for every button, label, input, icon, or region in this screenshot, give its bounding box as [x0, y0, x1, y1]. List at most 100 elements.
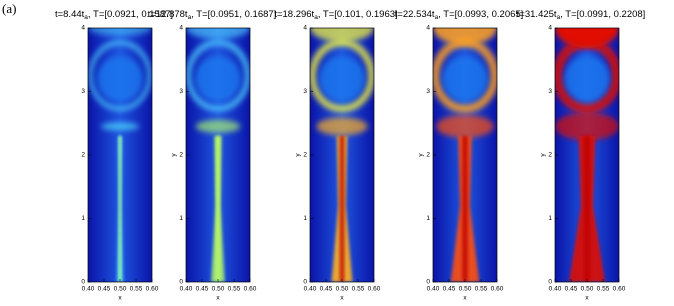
x-tick-label: 0.45 — [565, 286, 578, 293]
title-part: t=8.44t — [55, 9, 85, 20]
x-tick-label: 0.50 — [114, 286, 127, 293]
bubble-core — [318, 55, 366, 102]
heat-band — [436, 114, 494, 138]
y-tick-label: 4 — [303, 25, 307, 32]
x-tick-label: 0.60 — [146, 286, 159, 293]
y-tick-label: 0 — [548, 279, 552, 286]
panel-label: (a) — [2, 1, 16, 16]
x-tick-label: 0.45 — [443, 286, 456, 293]
x-tick-label: 0.45 — [196, 286, 209, 293]
heat-cap — [88, 28, 152, 36]
x-tick-label: 0.55 — [475, 286, 488, 293]
x-tick-label: 0.40 — [549, 286, 562, 293]
heat-cap — [310, 28, 374, 42]
y-tick-label: 1 — [303, 215, 307, 222]
panel-title: t=8.44ta, T=[0.0921, 0.1587] — [55, 9, 173, 21]
x-axis-label: x — [585, 295, 589, 302]
y-tick-label: 3 — [81, 88, 85, 95]
x-axis-label: x — [216, 295, 220, 302]
x-tick-label: 0.40 — [427, 286, 440, 293]
x-axis-label: x — [340, 295, 344, 302]
x-tick-label: 0.60 — [491, 286, 504, 293]
heat-stem-core — [216, 135, 220, 282]
bubble-core — [441, 55, 489, 102]
x-tick-label: 0.45 — [98, 286, 111, 293]
heat-cap — [186, 28, 250, 39]
heat-ring — [310, 39, 374, 113]
x-tick-label: 0.55 — [597, 286, 610, 293]
x-tick-label: 0.60 — [368, 286, 381, 293]
panel-title: t=22.534ta, T=[0.0993, 0.2065] — [395, 9, 524, 21]
x-tick-label: 0.50 — [336, 286, 349, 293]
x-tick-label: 0.50 — [581, 286, 594, 293]
heatmap — [555, 28, 619, 282]
heat-cap — [555, 28, 619, 48]
title-part: a — [188, 14, 192, 21]
heatmap — [88, 28, 152, 282]
x-axis-label: x — [463, 295, 467, 302]
x-tick-label: 0.55 — [228, 286, 241, 293]
y-tick-label: 0 — [81, 279, 85, 286]
x-tick-label: 0.60 — [613, 286, 626, 293]
title-part: t=22.534t — [395, 9, 435, 20]
heat-cap — [433, 28, 497, 45]
y-tick-label: 3 — [179, 88, 183, 95]
title-part: , T=[0.0951, 0.1687] — [191, 9, 276, 20]
x-tick-label: 0.50 — [459, 286, 472, 293]
y-tick-label: 2 — [179, 152, 183, 159]
heat-ring — [186, 39, 250, 112]
title-part: , T=[0.0991, 0.2208] — [560, 9, 645, 20]
y-tick-label: 2 — [426, 152, 430, 159]
title-part: t=12.878t — [148, 9, 188, 20]
title-part: a — [84, 14, 88, 21]
x-tick-label: 0.40 — [180, 286, 193, 293]
y-tick-label: 2 — [548, 152, 552, 159]
y-tick-label: 4 — [81, 25, 85, 32]
x-tick-label: 0.60 — [244, 286, 257, 293]
title-part: a — [314, 14, 318, 21]
title-part: , T=[0.101, 0.1963] — [318, 9, 398, 20]
heat-stem-core — [462, 135, 468, 282]
title-part: a — [557, 14, 561, 21]
x-tick-label: 0.55 — [130, 286, 143, 293]
y-tick-label: 3 — [548, 88, 552, 95]
bubble-core — [96, 55, 144, 102]
y-tick-label: 1 — [548, 215, 552, 222]
y-tick-label: 0 — [179, 279, 183, 286]
title-part: , T=[0.0993, 0.2065] — [438, 9, 523, 20]
title-part: t=18.296t — [274, 9, 314, 20]
heat-stem-core — [339, 135, 345, 282]
y-axis-label: y — [418, 153, 425, 157]
heatmap — [310, 28, 374, 282]
y-tick-label: 1 — [426, 215, 430, 222]
y-tick-label: 4 — [426, 25, 430, 32]
y-tick-label: 1 — [179, 215, 183, 222]
y-tick-label: 2 — [81, 152, 85, 159]
heatmap — [186, 28, 250, 282]
y-tick-label: 3 — [303, 88, 307, 95]
y-tick-label: 2 — [303, 152, 307, 159]
y-axis-label: y — [295, 153, 302, 157]
title-part: , T=[0.0921, 0.1587] — [88, 9, 173, 20]
panel-title: t=12.878ta, T=[0.0951, 0.1687] — [148, 9, 277, 21]
title-part: a — [435, 14, 439, 21]
heat-band — [100, 122, 140, 131]
x-tick-label: 0.55 — [352, 286, 365, 293]
title-part: t=31.425t — [517, 9, 557, 20]
heat-stem-core — [118, 135, 122, 282]
x-axis-label: x — [118, 295, 122, 302]
y-tick-label: 1 — [81, 215, 85, 222]
x-tick-label: 0.45 — [320, 286, 333, 293]
y-tick-label: 4 — [179, 25, 183, 32]
bubble-core — [563, 55, 611, 102]
heatmap — [433, 28, 497, 282]
heat-stem-core — [583, 135, 591, 282]
heat-band — [555, 112, 619, 141]
x-tick-label: 0.40 — [82, 286, 95, 293]
panel-title: t=31.425ta, T=[0.0991, 0.2208] — [517, 9, 646, 21]
x-tick-label: 0.40 — [304, 286, 317, 293]
y-tick-label: 0 — [426, 279, 430, 286]
y-tick-label: 0 — [303, 279, 307, 286]
heat-band — [316, 117, 368, 136]
